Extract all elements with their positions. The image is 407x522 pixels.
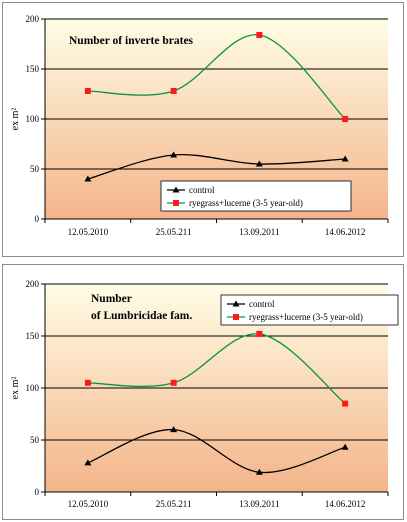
data-point-ryegrass-lucerne: [170, 379, 177, 386]
data-point-control: [170, 151, 178, 158]
y-tick-label: 150: [26, 331, 40, 341]
chart-invertebrates: 0 50 100 150 200 12.05.2010 25.05.211 13.09.201…: [2, 2, 404, 257]
x-tick-label: 25.05.211: [156, 499, 192, 509]
legend-marker-ryegrass-lucerne: [233, 314, 239, 320]
legend-marker-control: [232, 300, 240, 307]
chart-title: Number: [91, 293, 132, 305]
chart-title: of Lumbricidae fam.: [91, 310, 192, 322]
data-point-control: [170, 426, 178, 433]
data-point-control: [341, 155, 349, 162]
y-tick-label: 50: [30, 164, 40, 174]
x-tick-label: 12.05.2010: [68, 227, 109, 237]
x-tick-label: 14.06.2012: [325, 227, 366, 237]
y-axis-label: ex m²: [10, 377, 21, 400]
y-tick-label: 200: [26, 279, 40, 289]
data-point-ryegrass-lucerne: [256, 32, 263, 38]
chart-lumbricidae: 0 50 100 150 200 12.05.2010 25.05.211 13.09.201…: [2, 264, 404, 520]
y-tick-label: 0: [35, 214, 40, 224]
data-point-control: [341, 443, 349, 450]
series-line-control: [87, 428, 346, 474]
legend-marker-control: [172, 186, 180, 193]
data-point-ryegrass-lucerne: [84, 379, 91, 386]
legend-marker-ryegrass-lucerne: [173, 200, 179, 206]
data-point-control: [255, 468, 263, 475]
y-tick-label: 150: [26, 64, 40, 74]
y-tick-label: 100: [26, 383, 40, 393]
legend-label: ryegrass+lucerne (3-5 year-old): [249, 312, 363, 322]
legend-label: ryegrass+lucerne (3-5 year-old): [189, 198, 303, 208]
y-axis-label: ex m²: [10, 108, 21, 131]
data-point-ryegrass-lucerne: [84, 88, 91, 94]
x-tick-label: 13.09.2011: [239, 499, 279, 509]
y-tick-label: 0: [35, 487, 40, 497]
legend: [220, 294, 399, 326]
y-tick-label: 50: [30, 435, 40, 445]
series-line-ryegrass-lucerne: [87, 34, 346, 120]
y-tick-label: 200: [26, 14, 40, 24]
data-point-ryegrass-lucerne: [342, 116, 349, 122]
y-tick-label: 100: [26, 114, 40, 124]
x-tick-label: 13.09.2011: [239, 227, 279, 237]
legend-label: control: [189, 185, 215, 195]
chart-invertebrates-svg: 0 50 100 150 200 12.05.2010 25.05.211 13.09.201…: [10, 14, 389, 237]
data-point-ryegrass-lucerne: [170, 88, 177, 94]
data-point-ryegrass-lucerne: [256, 330, 263, 337]
x-tick-label: 25.05.211: [156, 227, 192, 237]
chart-title: Number of inverte brates: [69, 35, 194, 47]
data-point-ryegrass-lucerne: [342, 400, 349, 407]
data-point-control: [84, 459, 92, 466]
chart-lumbricidae-svg: 0 50 100 150 200 12.05.2010 25.05.211 13.09.201…: [10, 279, 399, 509]
legend: [160, 180, 352, 212]
legend-label: control: [249, 299, 275, 309]
x-tick-label: 14.06.2012: [325, 499, 366, 509]
x-tick-label: 12.05.2010: [68, 499, 109, 509]
series-line-control: [87, 153, 346, 180]
data-point-control: [84, 175, 92, 182]
series-line-ryegrass-lucerne: [87, 333, 346, 405]
data-point-control: [255, 160, 263, 167]
